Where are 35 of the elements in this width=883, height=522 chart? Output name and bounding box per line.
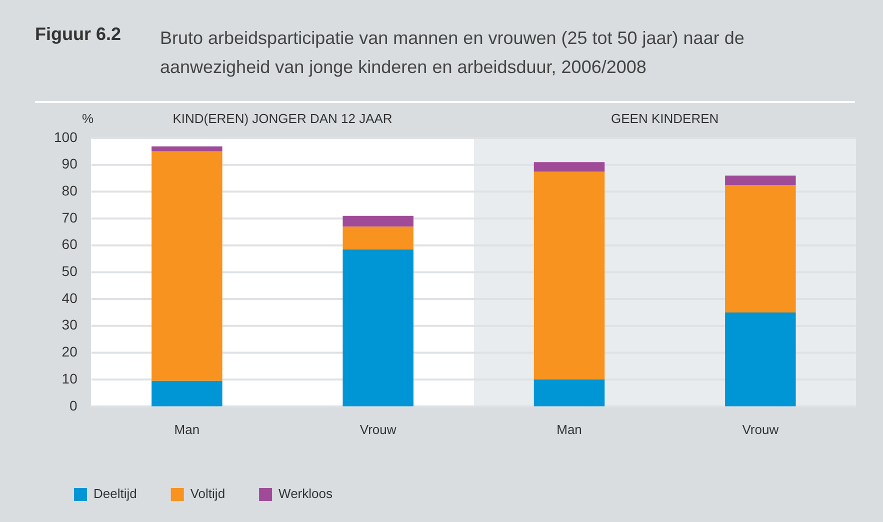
bar — [342, 249, 414, 406]
bar — [725, 184, 796, 312]
legend-label: Deeltijd — [94, 486, 137, 502]
bar — [534, 380, 605, 406]
x-tick-label: Man — [174, 422, 200, 437]
y-tick-label: 20 — [62, 344, 78, 360]
y-tick-label: 90 — [62, 156, 78, 172]
y-tick-label: 60 — [62, 236, 78, 252]
x-tick-label: Vrouw — [742, 422, 780, 437]
y-tick-label: 70 — [62, 209, 78, 226]
y-axis-title: % — [82, 111, 94, 126]
text: GEEN KINDEREN — [611, 111, 719, 126]
y-tick-label: 30 — [62, 316, 78, 333]
bar — [725, 312, 796, 406]
y-tick-label: 10 — [62, 370, 78, 386]
bar — [152, 380, 222, 406]
y-tick-label: 40 — [62, 290, 78, 306]
bar — [534, 172, 605, 380]
legend-label: Voltijd — [190, 486, 226, 502]
bar — [534, 162, 605, 172]
bar — [725, 176, 796, 185]
bar — [152, 146, 222, 152]
y-tick-label: 0 — [70, 397, 78, 414]
chart-subtitle: Bruto arbeidsparticipatie van mannen en vrouwen (25 tot 50 jaar) naar de aanwezigheid van jonge kinderen en arbeidsduur, 2006/2008 — [160, 27, 746, 79]
y-tick-label: 80 — [62, 182, 78, 199]
y-tick-label: 100 — [54, 128, 78, 145]
x-tick-label: Vrouw — [360, 422, 397, 437]
bar — [342, 226, 414, 250]
x-tick-label: Man — [556, 422, 582, 437]
y-tick-label: 50 — [62, 263, 78, 280]
bar — [152, 151, 222, 381]
bar — [342, 216, 414, 227]
legend-label: Werkloos — [278, 486, 333, 502]
text: KIND(EREN) JONGER DAN 12 JAAR — [172, 111, 392, 126]
chart-title: Figuur 6.2 — [35, 24, 122, 45]
